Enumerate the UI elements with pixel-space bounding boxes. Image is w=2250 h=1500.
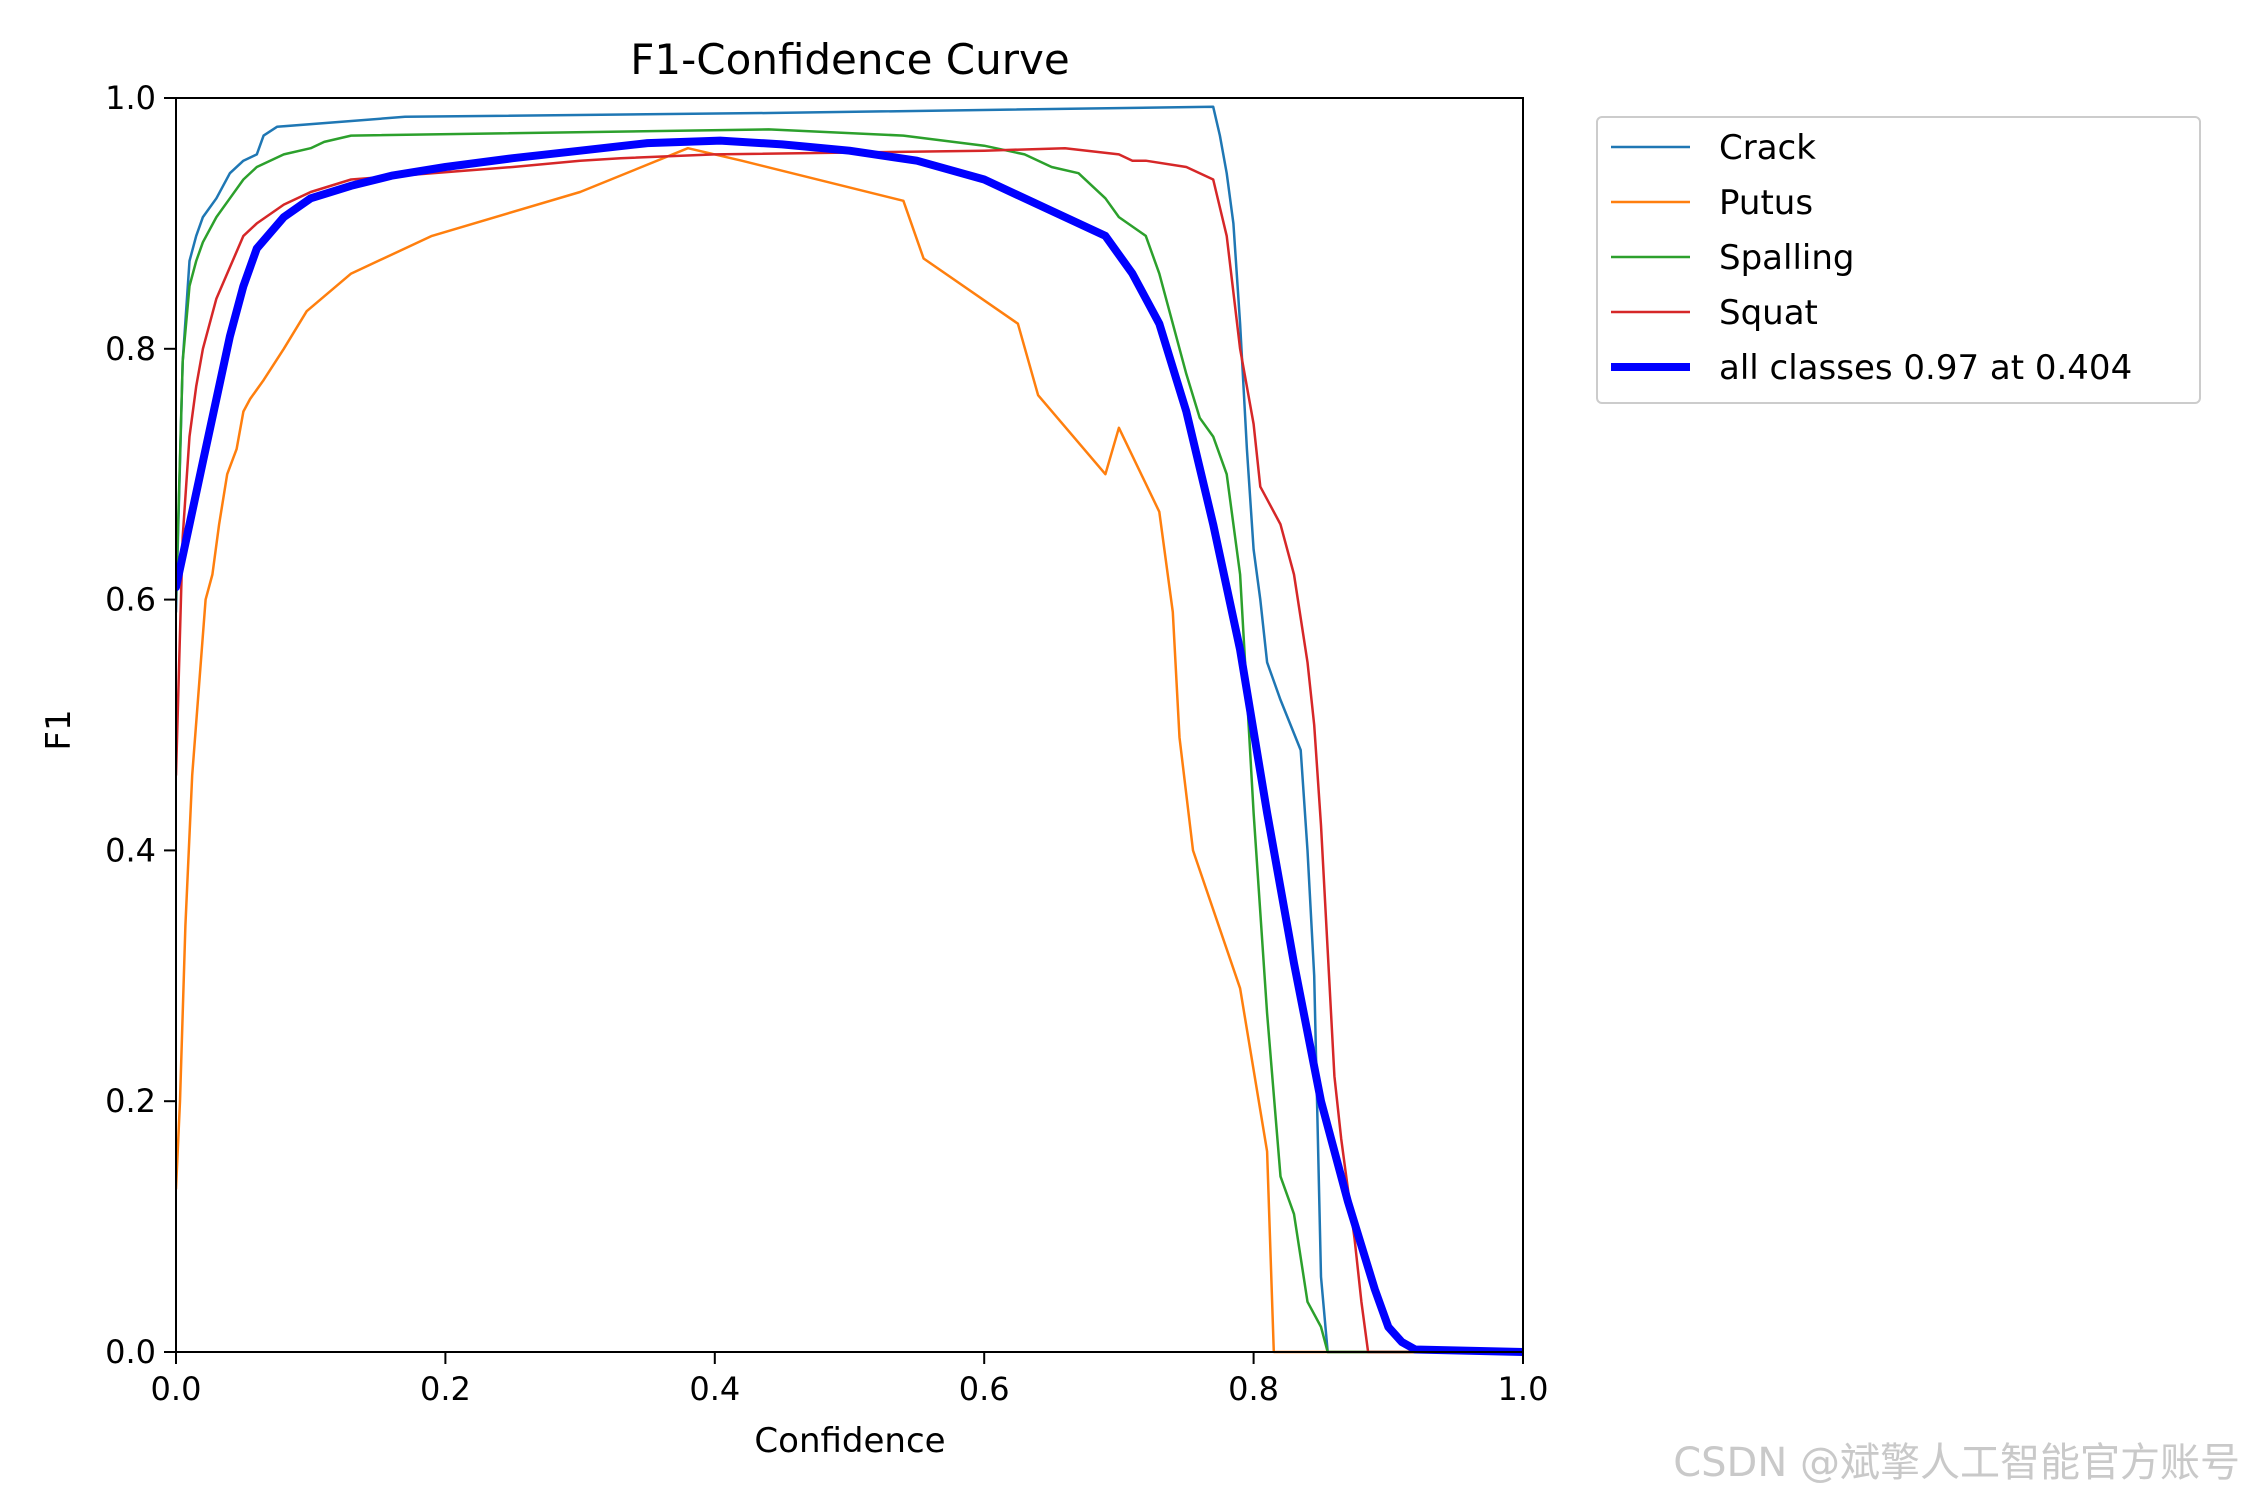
y-axis-label: F1 [39,709,79,750]
legend-label: Crack [1719,128,1816,168]
y-tick-label: 1.0 [105,79,156,117]
y-axis-ticks: 0.0 0.2 0.4 0.6 0.8 1.0 [105,79,176,1371]
x-tick-label: 0.8 [1228,1370,1279,1408]
series-line-squat [176,146,1523,1354]
x-tick-label: 0.0 [151,1370,202,1408]
legend-box [1596,116,2201,404]
series-line-crack [176,105,1523,1354]
series-line-putus [176,146,1523,1354]
series-lines [176,105,1523,1356]
legend-label: Squat [1719,293,1818,333]
x-tick-label: 1.0 [1498,1370,1549,1408]
y-tick-label: 0.4 [105,831,156,869]
x-axis-label: Confidence [754,1421,945,1461]
series-line-spalling [176,128,1523,1354]
watermark: CSDN @斌擎人工智能官方账号 [1673,1440,2240,1486]
x-tick-label: 0.2 [420,1370,471,1408]
series-line-all [176,136,1523,1356]
chart-title: F1-Confidence Curve [630,35,1069,84]
legend-label: Spalling [1719,238,1854,278]
y-tick-label: 0.8 [105,330,156,368]
x-axis-ticks: 0.0 0.2 0.4 0.6 0.8 1.0 [151,1352,1549,1408]
x-tick-label: 0.6 [959,1370,1010,1408]
x-tick-label: 0.4 [689,1370,740,1408]
legend: Crack Putus Spalling Squat all classes 0.97 … [1596,116,2201,404]
legend-label: Putus [1719,183,1813,223]
y-tick-label: 0.2 [105,1082,156,1120]
y-tick-label: 0.0 [105,1333,156,1371]
y-tick-label: 0.6 [105,581,156,619]
plot-frame [175,97,1524,1353]
legend-label: all classes 0.97 at 0.404 [1719,348,2132,388]
